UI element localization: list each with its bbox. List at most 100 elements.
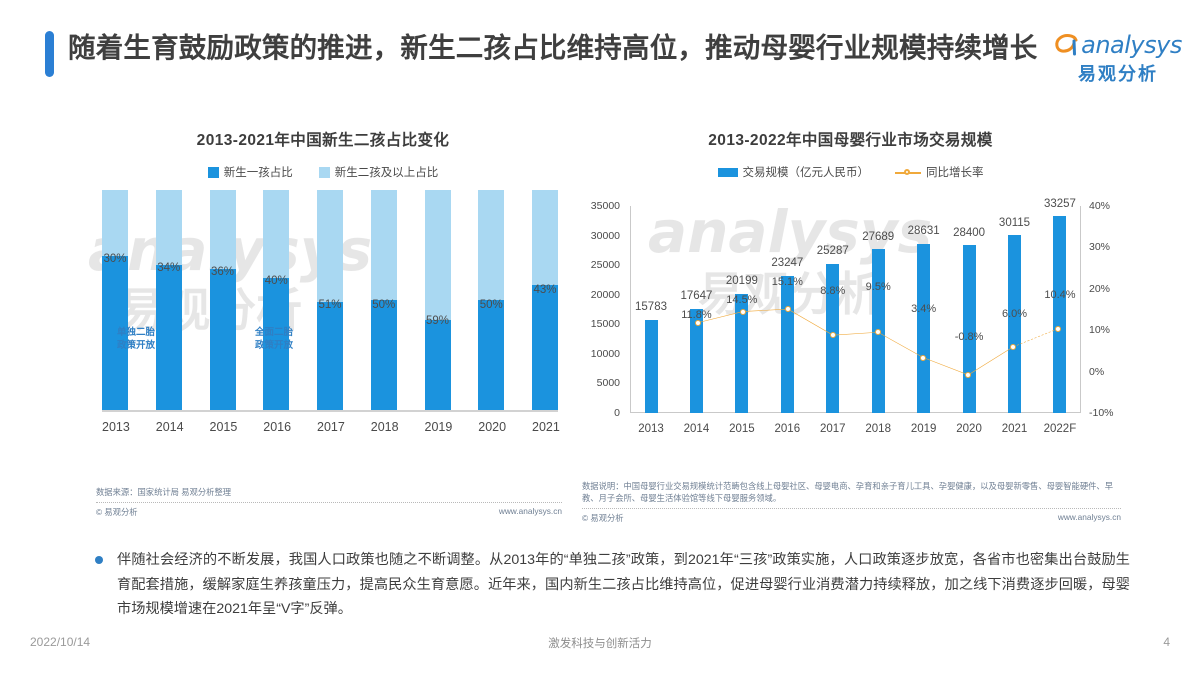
right-bars-wrapper: 15783 17647 11.8% 20199 14.5% 23 bbox=[630, 198, 1081, 413]
logo-wordmark: analysys bbox=[1081, 31, 1182, 59]
x-axis-line-left bbox=[102, 410, 558, 412]
y-tick-label: 10% bbox=[1089, 324, 1111, 337]
bar-value-label: 15783 bbox=[635, 301, 667, 314]
bar-value-label: 27689 bbox=[862, 231, 895, 244]
y-tick-label: -10% bbox=[1089, 407, 1114, 419]
bar bbox=[1053, 216, 1067, 413]
legend-label-growth-rate: 同比增长率 bbox=[926, 167, 984, 179]
table-row[interactable]: 36% bbox=[209, 190, 236, 411]
y-axis-line-right bbox=[1079, 206, 1081, 413]
copyright-row-left: © 易观分析 www.analysys.cn bbox=[96, 506, 562, 518]
x-tick-label: 2019 bbox=[424, 420, 453, 434]
bar-segment-second-child bbox=[532, 190, 558, 285]
line-marker bbox=[1055, 325, 1062, 332]
bar-segment-first-child bbox=[532, 284, 558, 411]
y-tick-label: 30% bbox=[1089, 241, 1111, 254]
table-row[interactable]: 33257 10.4% bbox=[1039, 198, 1081, 413]
bar-segment-first-child bbox=[317, 302, 343, 411]
table-row[interactable]: 50% bbox=[370, 190, 397, 411]
website-right: www.analysys.cn bbox=[1057, 512, 1121, 522]
table-row[interactable]: 50% bbox=[478, 190, 505, 411]
growth-rate-line bbox=[630, 206, 1081, 413]
table-row[interactable]: 34% bbox=[155, 190, 182, 411]
table-row[interactable]: 43% bbox=[532, 190, 558, 411]
y-tick-label: 20000 bbox=[590, 288, 620, 301]
line-marker bbox=[739, 308, 746, 315]
annotation-policy-2016: 全面二胎 政策开放 bbox=[238, 326, 310, 352]
chart-title-left: 2013-2021年中国新生二孩占比变化 bbox=[196, 132, 450, 149]
legend-line-growth-rate bbox=[895, 167, 921, 178]
y-tick-label: 30000 bbox=[590, 229, 620, 242]
legend-label-second-child: 新生二孩及以上占比 bbox=[334, 167, 439, 179]
title-text: 随着生育鼓励政策的推进，新生二孩占比维持高位，推动母婴行业规模持续增长 bbox=[68, 32, 1038, 63]
copyright-row-right: © 易观分析 www.analysys.cn bbox=[582, 512, 1121, 524]
legend-swatch-market-size bbox=[717, 167, 738, 177]
x-tick-label: 2020 bbox=[478, 420, 507, 434]
table-row[interactable]: 59% bbox=[424, 190, 451, 411]
x-axis-labels-right: 2013 2014 2015 2016 2017 2018 2019 2020 … bbox=[630, 417, 1081, 441]
footer-page-number: 4 bbox=[1163, 635, 1170, 649]
bar bbox=[735, 293, 749, 413]
table-row[interactable]: 51% bbox=[317, 190, 343, 411]
bar-segment-second-child bbox=[209, 190, 236, 270]
line-marker bbox=[829, 332, 836, 339]
line-value-label: 14.5% bbox=[726, 293, 758, 306]
chart-footer-right: 数据说明：中国母婴行业交易规模统计范畴包含线上母婴社区、母婴电商、孕育和亲子育儿… bbox=[582, 480, 1121, 524]
bar-value-label: 28631 bbox=[907, 225, 940, 238]
legend-item-first-child: 新生一孩占比 bbox=[207, 164, 293, 180]
x-axis-line-right bbox=[630, 411, 1081, 413]
legend-item-second-child: 新生二孩及以上占比 bbox=[318, 164, 439, 180]
bar bbox=[644, 319, 658, 413]
bar-label: 30% bbox=[103, 252, 127, 265]
bar bbox=[1008, 234, 1021, 413]
x-tick-label: 2014 bbox=[683, 423, 710, 435]
bullet-dot-icon bbox=[95, 556, 103, 564]
bar bbox=[689, 308, 703, 413]
table-row[interactable]: 30% bbox=[102, 190, 128, 411]
line-value-label: 6.0% bbox=[1001, 307, 1028, 320]
x-tick-label: 2018 bbox=[865, 423, 891, 435]
table-row[interactable]: 28631 3.4% bbox=[903, 206, 945, 413]
website-left: www.analysys.cn bbox=[498, 506, 562, 516]
bar-segment-second-child bbox=[424, 190, 451, 321]
x-tick-label: 2015 bbox=[209, 420, 238, 434]
y-tick-label: 20% bbox=[1089, 282, 1111, 295]
bar-segment-second-child bbox=[317, 190, 343, 303]
x-tick-label: 2013 bbox=[638, 423, 664, 435]
line-value-label: 15.1% bbox=[771, 275, 803, 288]
copyright-text-left: © 易观分析 bbox=[96, 507, 138, 517]
annotation-policy-2013-line1: 单独二胎 bbox=[116, 327, 155, 338]
x-tick-label: 2017 bbox=[317, 420, 345, 434]
legend-swatch-second-child bbox=[318, 166, 330, 178]
table-row[interactable]: 28400 -0.8% bbox=[948, 206, 990, 413]
table-row[interactable]: 30115 6.0% bbox=[994, 206, 1036, 413]
bar-label: 40% bbox=[264, 274, 288, 287]
legend-label-first-child: 新生一孩占比 bbox=[223, 167, 293, 179]
x-tick-label: 2020 bbox=[956, 423, 982, 435]
bar-segment-second-child bbox=[102, 190, 128, 257]
table-row[interactable]: 40% bbox=[263, 190, 290, 411]
bar-segment-second-child bbox=[478, 190, 505, 301]
body-paragraph: 伴随社会经济的不断发展，我国人口政策也随之不断调整。从2013年的“单独二孩”政… bbox=[117, 552, 1130, 617]
x-axis-labels-left: 2013 2014 2015 2016 2017 2018 2019 2020 … bbox=[102, 414, 560, 440]
line-path bbox=[698, 309, 1014, 375]
bar-segment-first-child bbox=[155, 264, 182, 411]
table-row[interactable]: 15783 bbox=[630, 206, 672, 413]
line-value-label: 9.5% bbox=[865, 281, 891, 294]
x-tick-label: 2013 bbox=[102, 420, 130, 434]
y-tick-label: 25000 bbox=[590, 259, 620, 272]
table-row[interactable]: 17647 11.8% bbox=[675, 206, 717, 413]
line-marker bbox=[1010, 343, 1017, 350]
bar bbox=[917, 243, 931, 413]
bar-label: 36% bbox=[210, 266, 235, 279]
bar-label: 51% bbox=[318, 299, 342, 312]
x-tick-label: 2015 bbox=[729, 423, 755, 435]
line-marker bbox=[920, 354, 927, 361]
table-row[interactable]: 25287 8.8% bbox=[812, 206, 854, 413]
bar-segment-second-child bbox=[155, 190, 182, 265]
page-title: 随着生育鼓励政策的推进，新生二孩占比维持高位，推动母婴行业规模持续增长 bbox=[45, 28, 1055, 77]
bar-label: 50% bbox=[479, 299, 503, 312]
table-row[interactable]: 20199 14.5% bbox=[721, 206, 763, 413]
x-tick-label: 2016 bbox=[263, 420, 292, 434]
